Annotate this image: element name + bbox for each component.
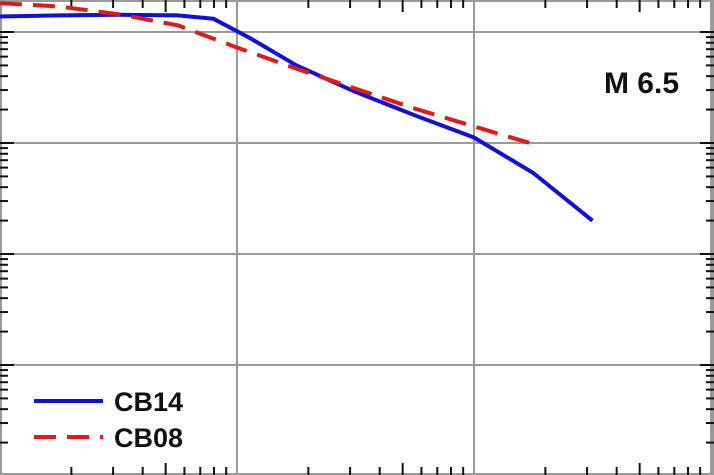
magnitude-annotation: M 6.5 bbox=[604, 67, 679, 100]
series-lines bbox=[0, 1, 594, 223]
legend-label-cb14: CB14 bbox=[114, 387, 183, 417]
series-line-cb08 bbox=[0, 1, 534, 147]
legend-label-cb08: CB08 bbox=[114, 423, 183, 453]
legend: CB14 CB08 bbox=[34, 387, 183, 453]
series-line-cb14 bbox=[0, 12, 594, 223]
